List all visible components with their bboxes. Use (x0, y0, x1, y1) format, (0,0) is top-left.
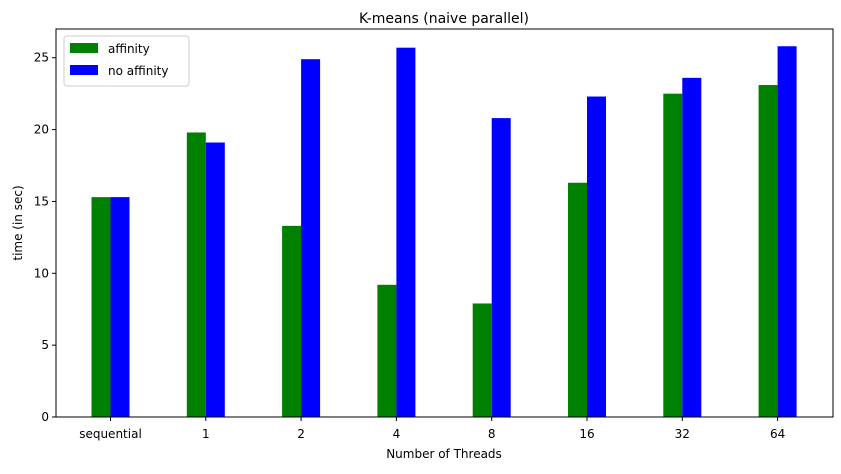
bar-affinity-32 (663, 93, 683, 418)
x-tick-label: sequential (79, 427, 142, 441)
bar-no-affinity-64 (777, 46, 797, 417)
x-tick-label: 32 (675, 427, 690, 441)
legend-swatch (70, 65, 98, 75)
x-axis: sequential 1 2 4 8 16 32 64 (79, 417, 785, 441)
bar-affinity-8 (472, 303, 492, 417)
x-tick-label: 8 (488, 427, 496, 441)
x-tick-label: 2 (297, 427, 305, 441)
x-tick-label: 64 (770, 427, 785, 441)
x-tick-label: 1 (202, 427, 210, 441)
y-tick-label: 10 (34, 266, 49, 280)
bar-no-affinity-sequential (110, 197, 130, 417)
bar-no-affinity-16 (587, 96, 606, 417)
plot-frame (55, 28, 834, 418)
chart-title: K-means (naive parallel) (359, 11, 529, 27)
x-axis-label: Number of Threads (386, 447, 502, 461)
y-tick-label: 20 (34, 123, 49, 137)
bar-no-affinity-8 (491, 118, 511, 417)
y-tick-label: 15 (34, 194, 49, 208)
bars-group (91, 46, 797, 418)
bar-affinity-2 (282, 225, 302, 417)
y-tick-label: 0 (41, 410, 49, 424)
legend-swatch (70, 43, 98, 53)
x-tick-label: 4 (393, 427, 401, 441)
bar-affinity-sequential (91, 197, 111, 417)
bar-affinity-1 (186, 132, 206, 417)
y-tick-label: 5 (41, 338, 49, 352)
legend: affinity no affinity (63, 35, 190, 87)
y-axis-label: time (in sec) (11, 185, 25, 260)
bar-affinity-4 (377, 284, 397, 417)
bar-no-affinity-1 (205, 142, 225, 417)
bar-affinity-16 (568, 182, 587, 417)
bar-no-affinity-4 (396, 47, 416, 417)
legend-label: no affinity (108, 64, 168, 78)
bar-affinity-64 (758, 85, 778, 418)
y-tick-label: 25 (34, 51, 49, 65)
x-tick-label: 16 (579, 427, 594, 441)
y-axis: 0 5 10 15 20 25 (34, 51, 56, 424)
bar-no-affinity-2 (301, 59, 321, 418)
legend-label: affinity (108, 42, 150, 56)
bar-no-affinity-32 (682, 77, 702, 418)
